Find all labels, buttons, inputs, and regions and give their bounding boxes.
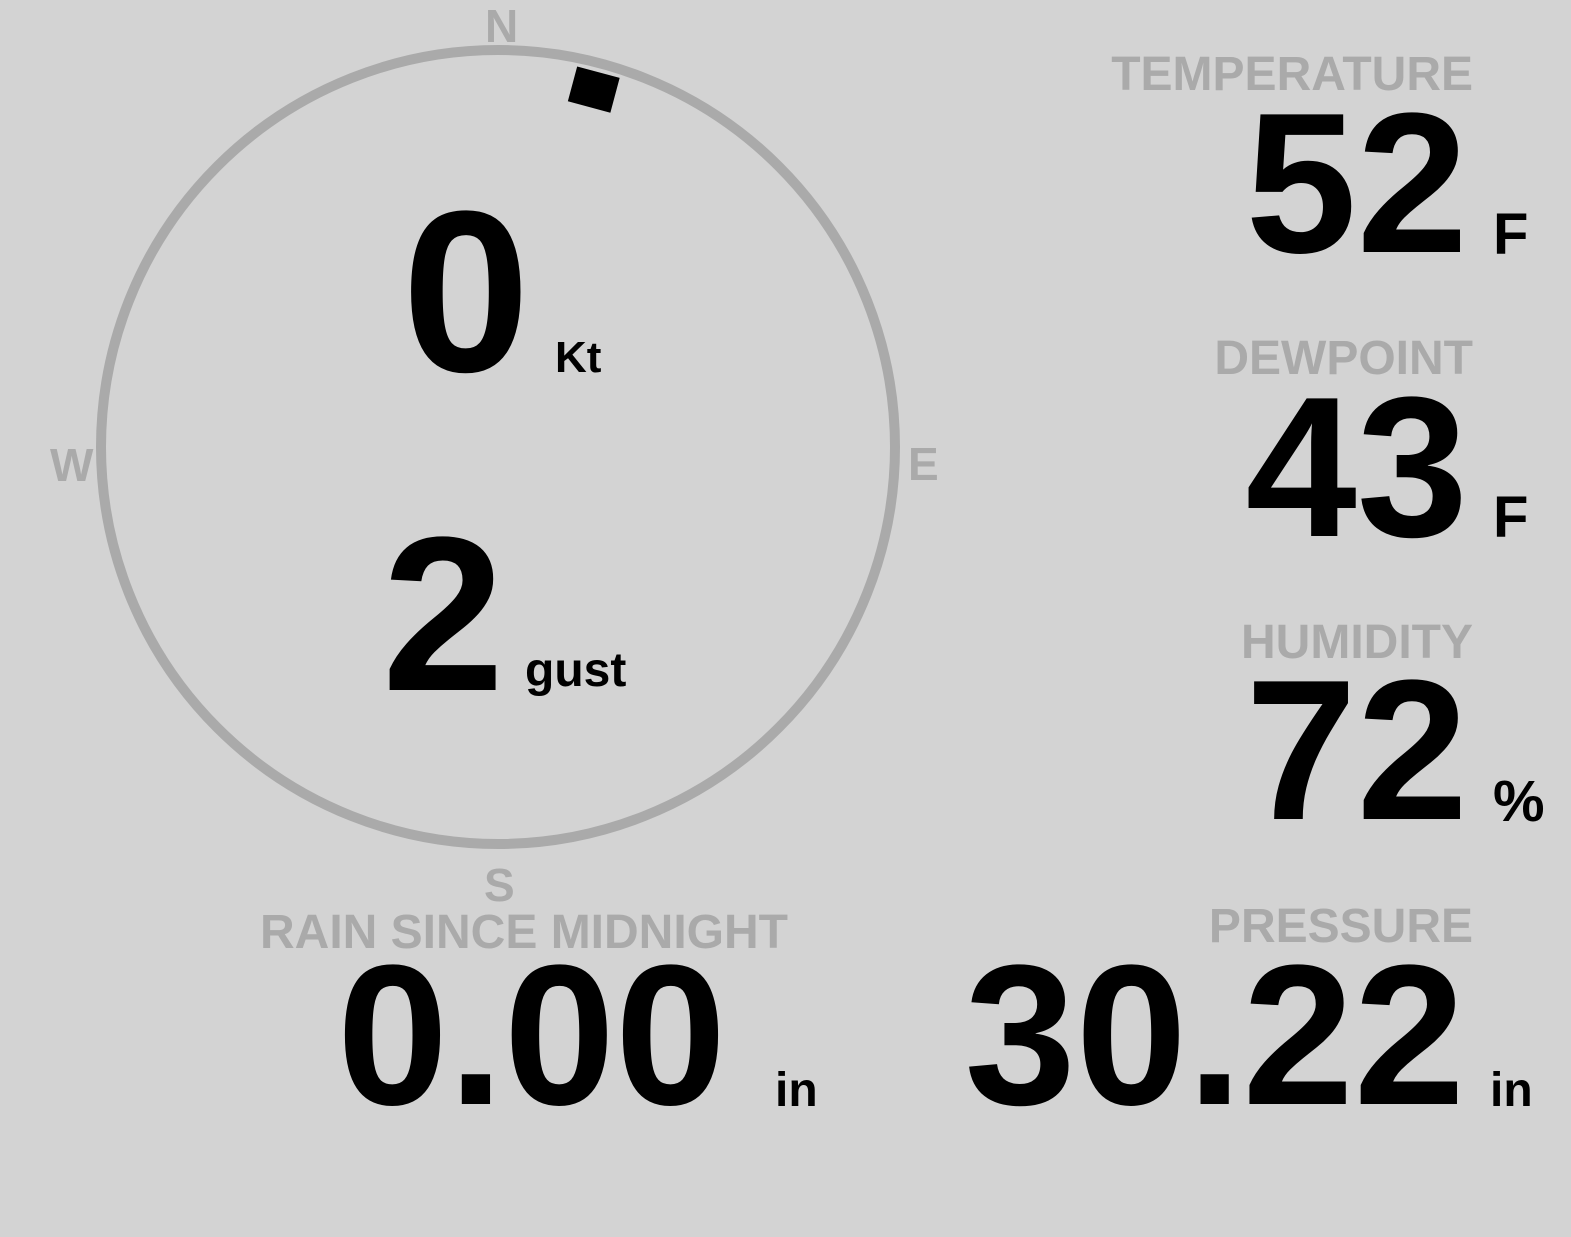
humidity-unit: % (1493, 769, 1545, 834)
wind-speed-value: 0 (402, 163, 530, 420)
pressure-label: PRESSURE (1208, 900, 1473, 953)
rain-value: 0.00 (337, 924, 727, 1147)
dewpoint-unit: F (1493, 485, 1529, 550)
humidity-value: 72 (1245, 639, 1468, 862)
wind-gust-unit: gust (525, 644, 627, 697)
temperature-value: 52 (1245, 72, 1468, 295)
dewpoint-label: DEWPOINT (1214, 332, 1473, 385)
temperature-label: TEMPERATURE (1111, 48, 1473, 101)
compass-north-label: N (485, 0, 519, 52)
pressure-value: 30.22 (964, 924, 1466, 1147)
rain-label: RAIN SINCE MIDNIGHT (260, 906, 788, 959)
temperature-unit: F (1493, 202, 1529, 267)
rain-unit: in (775, 1064, 818, 1117)
wind-speed-unit: Kt (555, 333, 602, 382)
compass-ring (96, 45, 900, 849)
compass-south-label: S (484, 859, 515, 911)
wind-direction-indicator (567, 66, 620, 113)
pressure-unit: in (1490, 1064, 1533, 1117)
wind-gust-value: 2 (382, 491, 505, 737)
humidity-label: HUMIDITY (1241, 616, 1473, 669)
dewpoint-value: 43 (1245, 356, 1468, 579)
compass-east-label: E (908, 438, 939, 490)
compass-west-label: W (50, 439, 94, 491)
